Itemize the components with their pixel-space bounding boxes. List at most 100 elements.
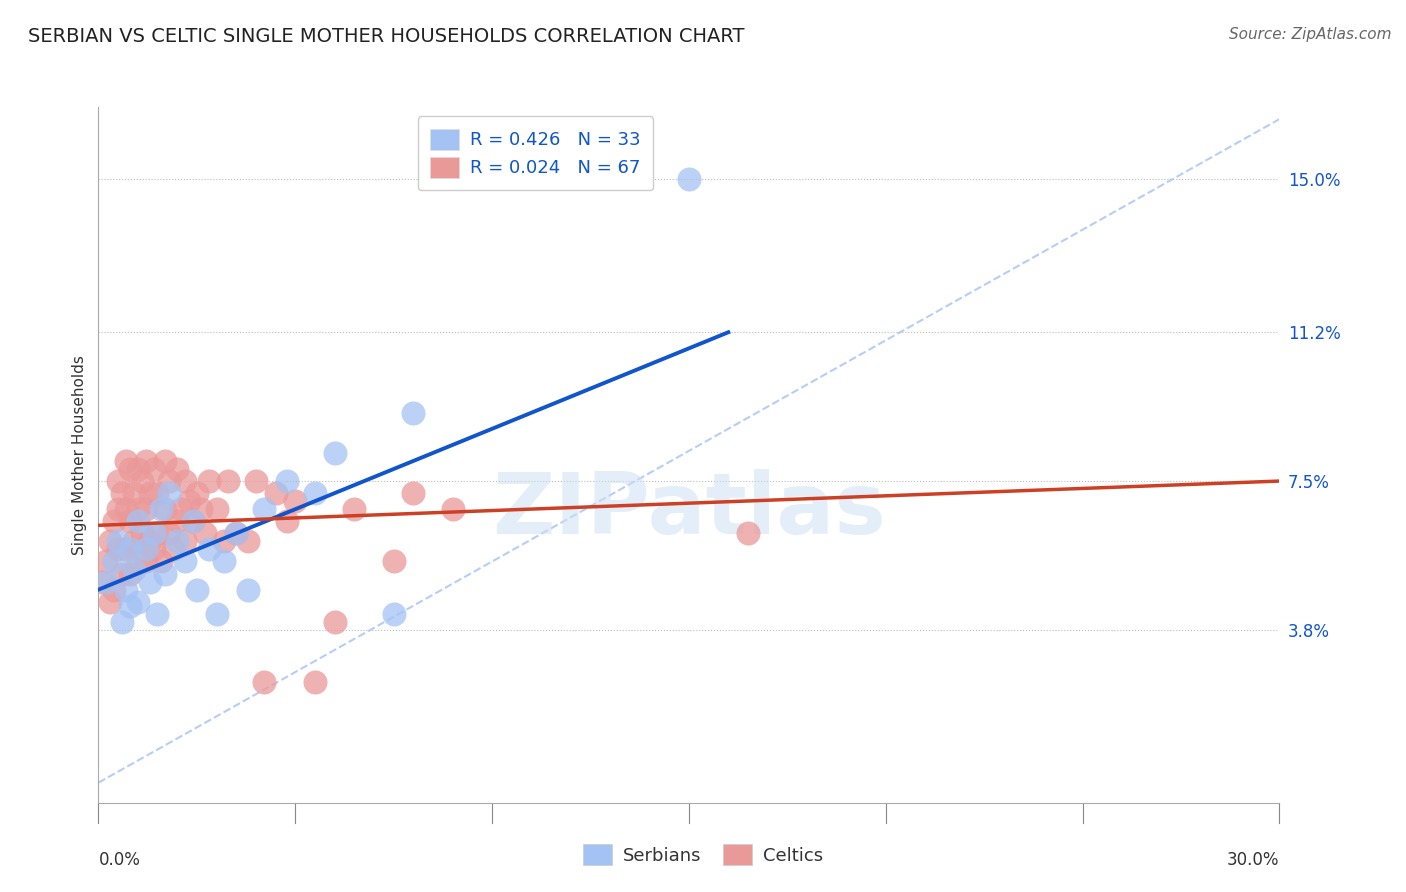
Point xyxy=(236,534,259,549)
Point xyxy=(115,582,138,597)
Point xyxy=(103,582,125,597)
Point xyxy=(146,486,169,500)
Text: Source: ZipAtlas.com: Source: ZipAtlas.com xyxy=(1229,27,1392,42)
Point xyxy=(323,446,346,460)
Point xyxy=(225,526,247,541)
Point xyxy=(122,534,145,549)
Point xyxy=(150,502,173,516)
Text: SERBIAN VS CELTIC SINGLE MOTHER HOUSEHOLDS CORRELATION CHART: SERBIAN VS CELTIC SINGLE MOTHER HOUSEHOL… xyxy=(28,27,745,45)
Point xyxy=(382,554,405,568)
Point xyxy=(138,486,160,500)
Point xyxy=(181,514,204,528)
Point xyxy=(107,474,129,488)
Point xyxy=(127,502,149,516)
Point xyxy=(190,502,212,516)
Point xyxy=(174,534,197,549)
Legend: R = 0.426   N = 33, R = 0.024   N = 67: R = 0.426 N = 33, R = 0.024 N = 67 xyxy=(418,116,654,190)
Point xyxy=(217,474,239,488)
Point xyxy=(253,502,276,516)
Point xyxy=(402,406,425,420)
Point xyxy=(264,486,287,500)
Point xyxy=(166,534,188,549)
Point xyxy=(131,526,153,541)
Point xyxy=(122,486,145,500)
Point xyxy=(138,534,160,549)
Point xyxy=(323,615,346,629)
Point xyxy=(135,542,157,557)
Point xyxy=(96,554,118,568)
Point xyxy=(186,582,208,597)
Point xyxy=(155,566,177,581)
Point xyxy=(138,574,160,589)
Point xyxy=(135,554,157,568)
Point xyxy=(737,526,759,541)
Point xyxy=(205,502,228,516)
Point xyxy=(127,595,149,609)
Point xyxy=(96,574,118,589)
Point xyxy=(304,675,326,690)
Point xyxy=(214,534,236,549)
Point xyxy=(177,494,200,508)
Point xyxy=(157,526,180,541)
Point xyxy=(284,494,307,508)
Point xyxy=(135,454,157,468)
Point xyxy=(111,566,134,581)
Point xyxy=(157,486,180,500)
Point xyxy=(441,502,464,516)
Point xyxy=(115,454,138,468)
Point xyxy=(174,474,197,488)
Point xyxy=(142,526,165,541)
Point xyxy=(181,514,204,528)
Point xyxy=(98,595,121,609)
Point xyxy=(131,474,153,488)
Point xyxy=(103,514,125,528)
Point xyxy=(678,172,700,186)
Point xyxy=(118,462,141,476)
Point xyxy=(155,454,177,468)
Point xyxy=(170,502,193,516)
Y-axis label: Single Mother Households: Single Mother Households xyxy=(72,355,87,555)
Point xyxy=(118,566,141,581)
Point xyxy=(142,462,165,476)
Point xyxy=(98,534,121,549)
Point xyxy=(166,514,188,528)
Point xyxy=(214,554,236,568)
Point xyxy=(107,502,129,516)
Point xyxy=(174,554,197,568)
Point xyxy=(236,582,259,597)
Point xyxy=(304,486,326,500)
Legend: Serbians, Celtics: Serbians, Celtics xyxy=(574,835,832,874)
Point xyxy=(146,607,169,621)
Point xyxy=(276,514,298,528)
Point xyxy=(155,502,177,516)
Point xyxy=(115,502,138,516)
Point xyxy=(162,542,184,557)
Point xyxy=(194,526,217,541)
Point xyxy=(225,526,247,541)
Point xyxy=(276,474,298,488)
Point xyxy=(205,607,228,621)
Point xyxy=(103,554,125,568)
Point xyxy=(107,534,129,549)
Point xyxy=(122,562,145,576)
Point xyxy=(127,554,149,568)
Point xyxy=(402,486,425,500)
Point xyxy=(382,607,405,621)
Text: 30.0%: 30.0% xyxy=(1227,851,1279,869)
Point xyxy=(166,462,188,476)
Point xyxy=(91,574,114,589)
Point xyxy=(197,474,219,488)
Point xyxy=(118,599,141,613)
Point xyxy=(118,542,141,557)
Point xyxy=(253,675,276,690)
Point xyxy=(127,462,149,476)
Point xyxy=(197,542,219,557)
Point xyxy=(150,554,173,568)
Point xyxy=(111,615,134,629)
Point xyxy=(127,514,149,528)
Text: 0.0%: 0.0% xyxy=(98,851,141,869)
Point xyxy=(107,542,129,557)
Point xyxy=(115,542,138,557)
Point xyxy=(142,542,165,557)
Point xyxy=(186,486,208,500)
